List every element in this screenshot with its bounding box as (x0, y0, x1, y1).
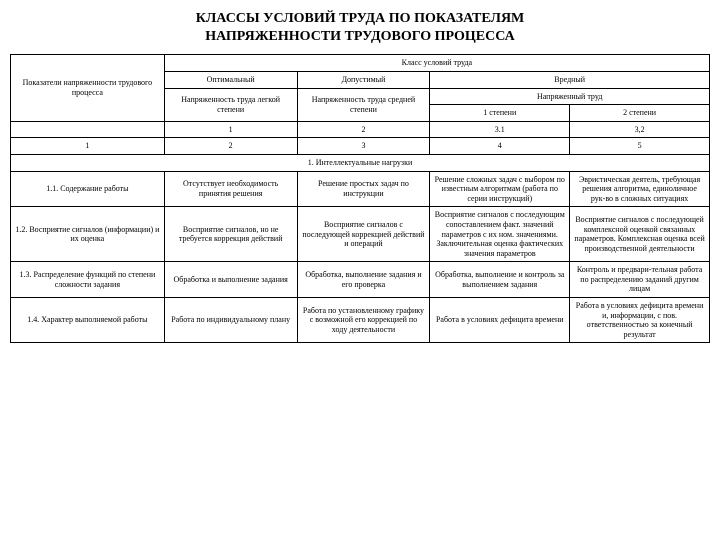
section1: 1. Интеллектуальные нагрузки (11, 154, 710, 171)
r4-c4: Работа в условиях дефицита времени и, ин… (570, 298, 710, 343)
r3-c1: Обработка и выполнение задания (164, 262, 297, 298)
r3-c3: Обработка, выполнение и контроль за выпо… (430, 262, 570, 298)
r1-c4: Эвристическая деятель, требующая решения… (570, 171, 710, 207)
r1-c3: Решение сложных задач с выбором по извес… (430, 171, 570, 207)
r4-c1: Работа по индивидуальному плану (164, 298, 297, 343)
r3-label: 1.3. Распределение функций по степени сл… (11, 262, 165, 298)
r3-c4: Контроль и предвари-тельная работа по ра… (570, 262, 710, 298)
title-line1: КЛАССЫ УСЛОВИЙ ТРУДА ПО ПОКАЗАТЕЛЯМ (196, 11, 525, 26)
idx5: 5 (570, 138, 710, 155)
hdr-harmful: Вредный (430, 71, 710, 88)
r1-label: 1.1. Содержание работы (11, 171, 165, 207)
idx2: 2 (164, 138, 297, 155)
r4-label: 1.4. Характер выполняемой работы (11, 298, 165, 343)
hdr-medium: Напряженность труда средней степени (297, 88, 430, 121)
r2-label: 1.2. Восприятие сигналов (информации) и … (11, 207, 165, 262)
num1: 1 (164, 121, 297, 138)
hdr-deg2: 2 степени (570, 105, 710, 122)
hdr-acceptable: Допустимый (297, 71, 430, 88)
row-header: Показатели напряженности трудового проце… (11, 55, 165, 121)
page-title: КЛАССЫ УСЛОВИЙ ТРУДА ПО ПОКАЗАТЕЛЯМ НАПР… (10, 10, 710, 46)
r2-c2: Восприятие сигналов с последующей коррек… (297, 207, 430, 262)
r2-c4: Восприятие сигналов с последующей компле… (570, 207, 710, 262)
idx4: 4 (430, 138, 570, 155)
num2: 2 (297, 121, 430, 138)
num31: 3.1 (430, 121, 570, 138)
r3-c2: Обработка, выполнение задания и его пров… (297, 262, 430, 298)
r4-c3: Работа в условиях дефицита времени (430, 298, 570, 343)
hdr-deg1: 1 степени (430, 105, 570, 122)
num32: 3,2 (570, 121, 710, 138)
class-label: Класс условий труда (164, 55, 709, 72)
r1-c1: Отсутствует необходимость принятия решен… (164, 171, 297, 207)
idx3: 3 (297, 138, 430, 155)
hdr-light: Напряженность труда легкой степени (164, 88, 297, 121)
main-table: Показатели напряженности трудового проце… (10, 54, 710, 343)
title-line2: НАПРЯЖЕННОСТИ ТРУДОВОГО ПРОЦЕССА (205, 29, 515, 44)
r1-c2: Решение простых задач по инструкции (297, 171, 430, 207)
blank (11, 121, 165, 138)
hdr-hard: Напряженный труд (430, 88, 710, 105)
idx1: 1 (11, 138, 165, 155)
r2-c3: Восприятие сигналов с последующим сопост… (430, 207, 570, 262)
r4-c2: Работа по установленному графику с возмо… (297, 298, 430, 343)
hdr-optimal: Оптимальный (164, 71, 297, 88)
r2-c1: Восприятие сигналов, но не требуется кор… (164, 207, 297, 262)
